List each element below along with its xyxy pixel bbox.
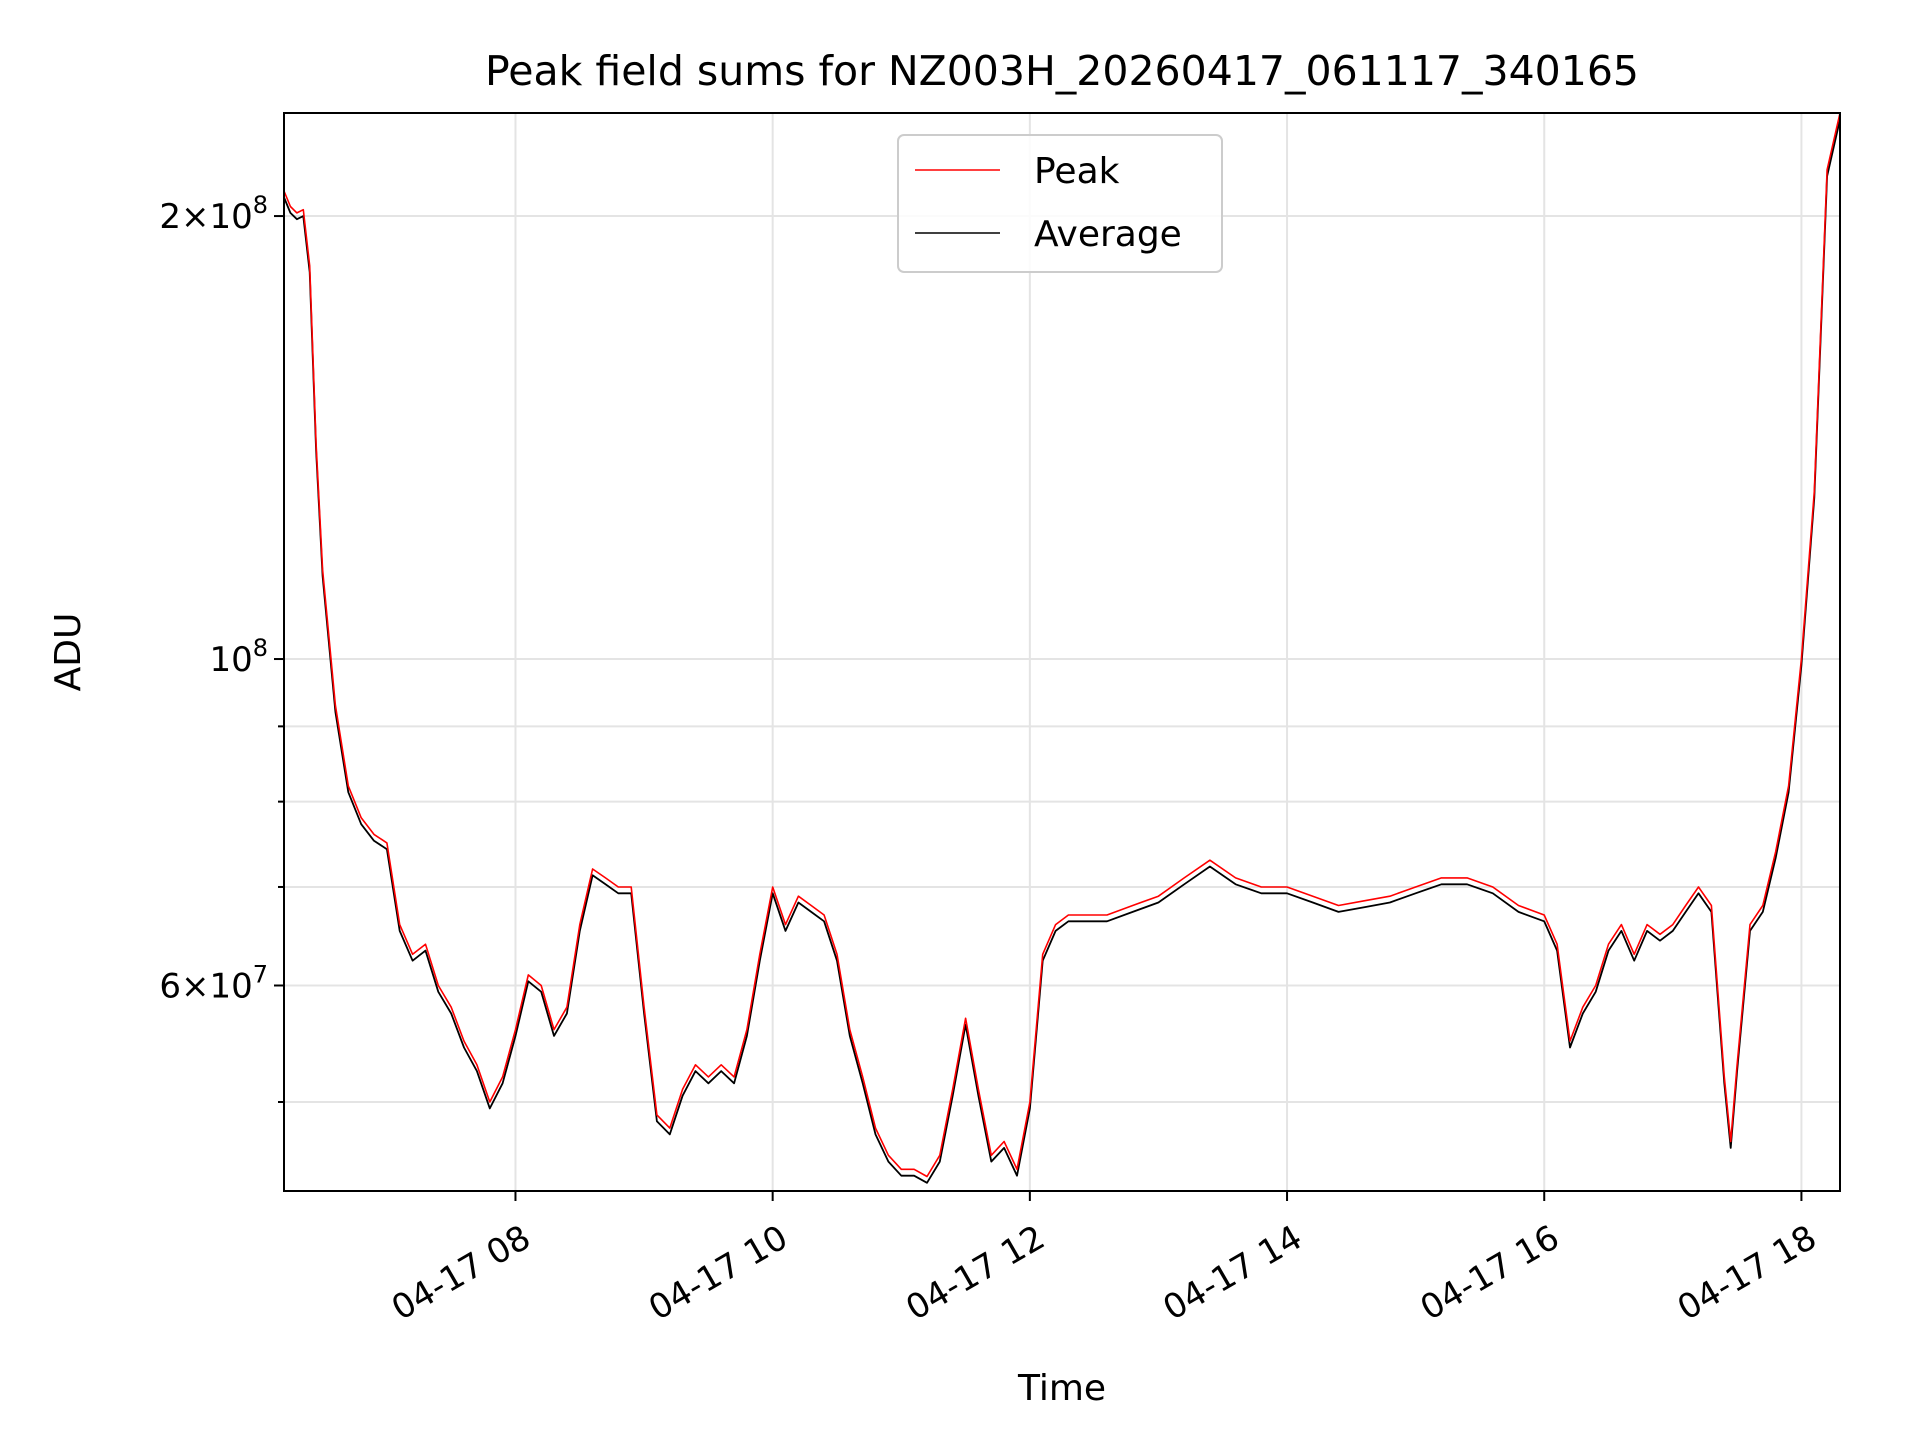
chart-title: Peak field sums for NZ003H_20260417_0611… <box>485 47 1639 95</box>
x-tick-label-4: 04-17 16 <box>1414 1218 1566 1329</box>
y-tick-label-2: 6×107 <box>159 960 268 1006</box>
legend-peak-label: Peak <box>1034 151 1120 192</box>
series-line-average <box>283 119 1841 1184</box>
x-axis-label: Time <box>1017 1368 1106 1409</box>
legend-average-label: Average <box>1034 214 1182 255</box>
y-tick-label-1: 108 <box>209 634 268 680</box>
series-line-peak <box>283 112 1841 1178</box>
x-tick-label-5: 04-17 18 <box>1671 1218 1823 1329</box>
x-tick-label-1: 04-17 10 <box>642 1218 794 1329</box>
series-layer <box>283 112 1841 1184</box>
x-tick-label-0: 04-17 08 <box>385 1218 537 1329</box>
y-tick-label-0: 2×108 <box>159 191 268 237</box>
x-tick-label-3: 04-17 14 <box>1157 1218 1309 1329</box>
plot-frame <box>283 112 1841 1192</box>
y-axis-label: ADU <box>48 613 89 692</box>
legend: Peak Average <box>897 134 1223 273</box>
x-tick-label-2: 04-17 12 <box>899 1218 1051 1329</box>
